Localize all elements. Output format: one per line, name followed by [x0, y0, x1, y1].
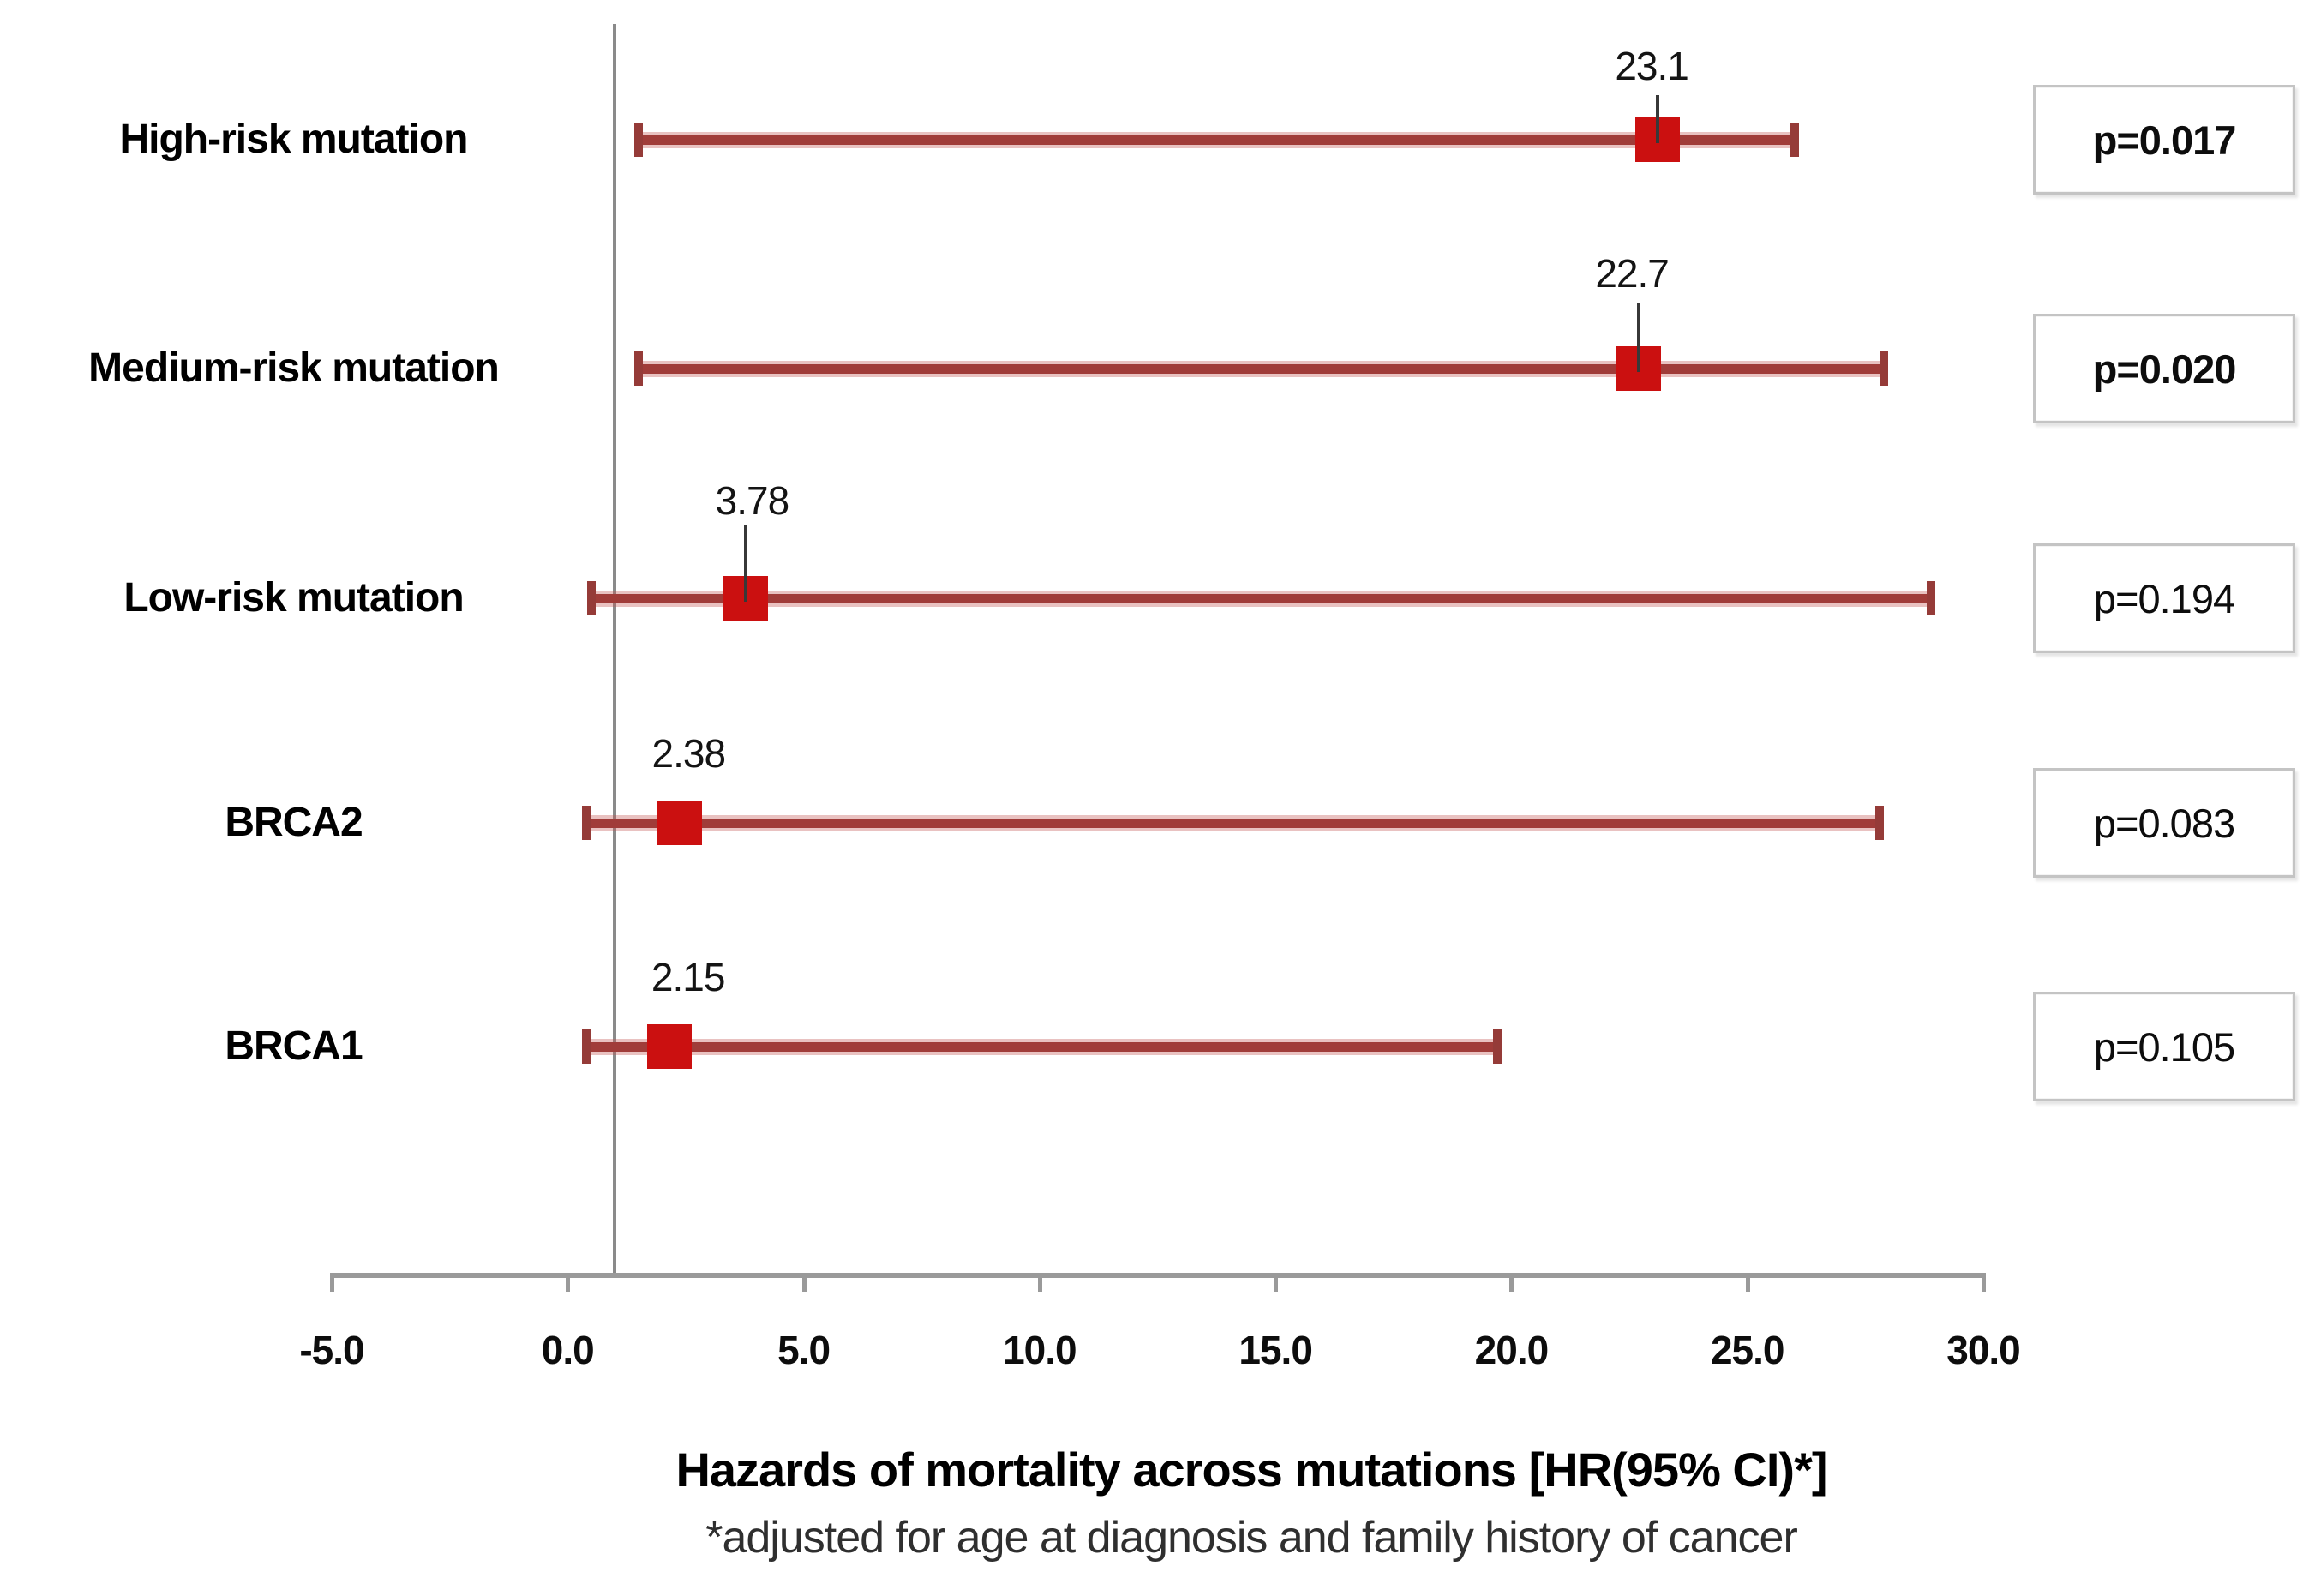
hr-value-label: 3.78: [715, 478, 790, 523]
value-label-leader-line: [1637, 303, 1641, 372]
ci-upper-cap: [1874, 806, 1884, 840]
x-axis-line: [332, 1273, 1986, 1278]
ci-lower-cap: [633, 123, 643, 157]
chart-title: Hazards of mortality across mutations [H…: [675, 1443, 1827, 1497]
row-category-label: High-risk mutation: [119, 117, 468, 162]
row-category-label: Low-risk mutation: [123, 575, 464, 621]
x-axis-tick-label: 20.0: [1474, 1328, 1550, 1372]
p-value-box: p=0.083: [2033, 768, 2295, 878]
ci-upper-cap: [1880, 351, 1889, 386]
chart-subtitle: *adjusted for age at diagnosis and famil…: [705, 1513, 1798, 1563]
ci-upper-cap: [1492, 1029, 1502, 1064]
row-category-label: BRCA1: [225, 1023, 363, 1069]
x-axis-tick-label: 30.0: [1946, 1328, 2021, 1372]
value-label-leader-line: [1656, 95, 1660, 143]
ci-interval-line: [586, 1042, 1497, 1052]
x-axis-tick: [1037, 1273, 1042, 1292]
p-value-box: p=0.020: [2033, 314, 2295, 423]
x-axis-tick-label: 10.0: [1003, 1328, 1077, 1372]
ci-lower-cap: [633, 351, 643, 386]
x-axis-tick: [1982, 1273, 1986, 1292]
hr-value-label: 22.7: [1595, 251, 1670, 296]
ci-upper-cap: [1927, 581, 1936, 615]
hr-point-marker: [646, 1024, 692, 1069]
ci-lower-cap: [582, 806, 591, 840]
reference-line: [613, 24, 617, 1273]
p-value-box: p=0.194: [2033, 543, 2295, 653]
ci-interval-line: [586, 819, 1880, 828]
x-axis-tick: [330, 1273, 334, 1292]
x-axis-tick: [1745, 1273, 1750, 1292]
row-category-label: BRCA2: [225, 800, 363, 845]
ci-lower-cap: [582, 1029, 591, 1064]
x-axis-tick: [1274, 1273, 1279, 1292]
x-axis-tick-label: 25.0: [1710, 1328, 1785, 1372]
x-axis-tick-label: -5.0: [299, 1328, 364, 1372]
x-axis-tick: [801, 1273, 807, 1292]
row-category-label: Medium-risk mutation: [88, 345, 500, 391]
x-axis-tick: [1509, 1273, 1514, 1292]
value-label-leader-line: [744, 525, 748, 602]
x-axis-tick: [566, 1273, 571, 1292]
x-axis-tick-label: 0.0: [541, 1328, 595, 1372]
x-axis-tick-label: 5.0: [777, 1328, 831, 1372]
ci-lower-cap: [586, 581, 596, 615]
hr-value-label: 2.38: [651, 731, 727, 776]
p-value-box: p=0.017: [2033, 85, 2295, 195]
p-value-box: p=0.105: [2033, 992, 2295, 1101]
x-axis-tick-label: 15.0: [1238, 1328, 1313, 1372]
ci-upper-cap: [1790, 123, 1799, 157]
ci-interval-line: [638, 364, 1885, 374]
hr-value-label: 23.1: [1615, 44, 1689, 88]
ci-interval-line: [638, 135, 1795, 145]
ci-interval-line: [591, 594, 1932, 603]
hr-point-marker: [657, 801, 703, 845]
hr-value-label: 2.15: [651, 955, 726, 999]
